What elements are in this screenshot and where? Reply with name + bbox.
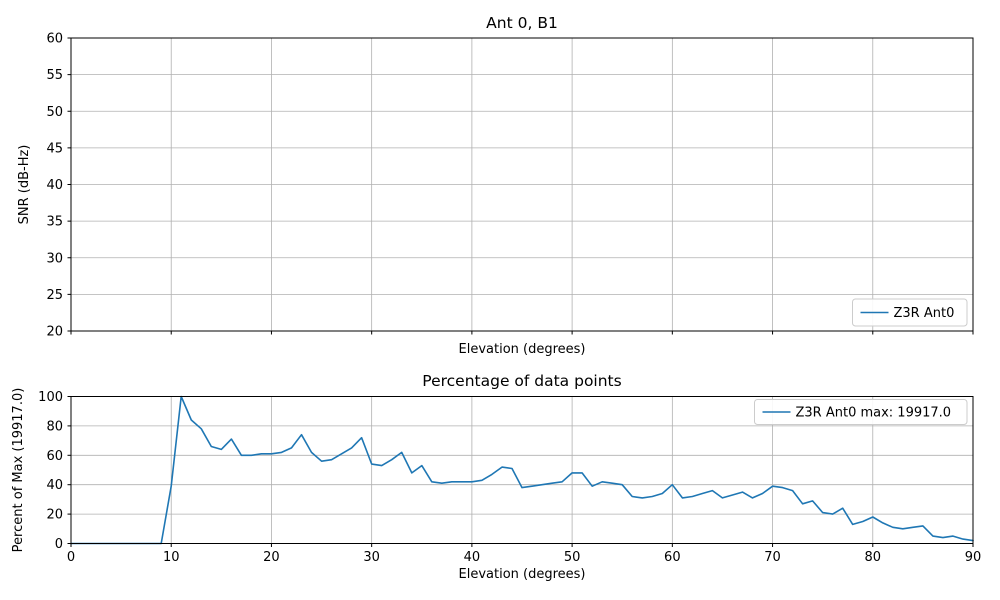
x-tick-label: 20 [263,550,280,565]
legend: Z3R Ant0 [852,298,968,327]
x-tick-label: 40 [464,550,481,565]
x-tick-label: 60 [664,550,681,565]
x-tick-label: 0 [67,550,75,565]
y-tick-label: 35 [46,215,63,230]
x-tick-label: 50 [564,550,581,565]
axes-title: Ant 0, B1 [486,14,558,32]
y-tick-label: 30 [46,251,63,266]
axes-title: Percentage of data points [422,372,621,390]
y-tick-label: 60 [46,449,63,464]
axes-percentage-subplot: 0 10 20 30 40 50 60 70 80 90 0 20 40 60 80 100 Percentag… [11,372,981,582]
y-tick-label: 20 [46,508,63,523]
axes-snr-subplot: 20 25 30 35 40 45 50 55 60 Ant 0, B1 Elevation (de… [17,14,974,357]
y-tick-label: 55 [46,68,63,83]
y-tick-label: 60 [46,32,63,47]
x-tick-label: 30 [363,550,380,565]
y-tick-label: 20 [46,325,63,340]
y-tick-label: 25 [46,288,63,303]
legend-label: Z3R Ant0 max: 19917.0 [796,406,952,421]
x-tick-label: 90 [965,550,982,565]
y-axis-label: Percent of Max (19917.0) [11,388,26,553]
y-tick-label: 40 [46,478,63,493]
legend-box [754,399,968,425]
x-axis-label: Elevation (degrees) [459,567,586,582]
y-tick-label: 40 [46,178,63,193]
x-tick-label: 80 [865,550,882,565]
y-tick-label: 80 [46,419,63,434]
legend: Z3R Ant0 max: 19917.0 [754,399,968,425]
legend-box [852,298,968,327]
y-tick-label: 0 [55,537,63,552]
y-axis-label: SNR (dB-Hz) [17,145,32,225]
x-tick-label: 10 [163,550,180,565]
y-tick-label: 45 [46,141,63,156]
x-tick-label: 70 [764,550,781,565]
series-line-z3r-ant0 [70,395,974,545]
plot-border [70,396,974,544]
y-tick-label: 100 [38,390,63,405]
legend-label: Z3R Ant0 [894,306,955,321]
x-axis-label: Elevation (degrees) [459,342,586,357]
y-tick-label: 50 [46,105,63,120]
